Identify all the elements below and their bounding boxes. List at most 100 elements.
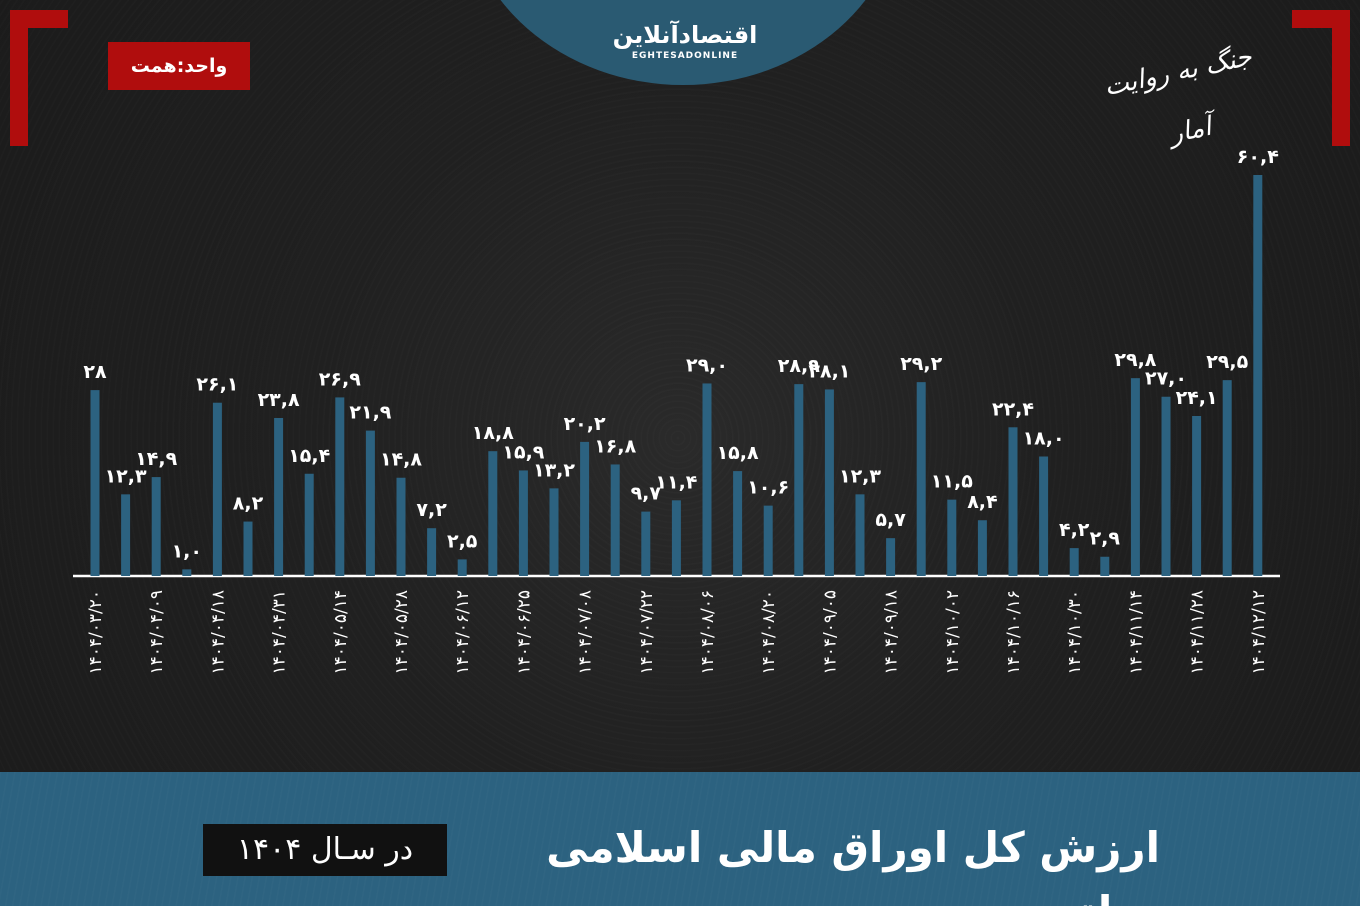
bar-value-label: ۲۹,۸ xyxy=(1114,349,1156,371)
x-tick-label: ۱۴۰۴/۱۱/۱۴ xyxy=(1126,590,1146,675)
bar-value-label: ۱۰,۶ xyxy=(747,477,789,499)
bar xyxy=(824,389,834,576)
bar xyxy=(1039,456,1049,576)
bar xyxy=(274,417,284,576)
bar xyxy=(396,477,406,576)
bar-value-label: ۵,۷ xyxy=(875,509,906,531)
bar xyxy=(733,471,743,576)
bar-value-label: ۴,۲ xyxy=(1059,519,1090,541)
bar xyxy=(947,499,957,576)
bar-value-label: ۲۱,۹ xyxy=(349,402,391,424)
bar xyxy=(580,441,590,576)
bar xyxy=(916,382,926,576)
x-tick-label: ۱۴۰۴/۱۰/۰۲ xyxy=(943,590,963,675)
x-tick-label: ۱۴۰۴/۱۱/۲۸ xyxy=(1188,590,1208,675)
bar xyxy=(886,538,896,576)
bar-value-label: ۲۸ xyxy=(83,361,107,383)
bar-value-label: ۱,۰ xyxy=(172,540,202,562)
x-tick-label: ۱۴۰۴/۰۴/۱۸ xyxy=(208,590,228,675)
bar xyxy=(427,528,437,576)
corner-bracket-left xyxy=(10,10,68,146)
bar-value-label: ۲۳,۸ xyxy=(258,389,300,411)
bar-value-label: ۱۸,۸ xyxy=(472,422,514,444)
bar xyxy=(1008,427,1018,576)
x-tick-label: ۱۴۰۴/۰۴/۳۱ xyxy=(270,590,290,675)
bar-value-label: ۸,۴ xyxy=(967,491,997,513)
x-tick-label: ۱۴۰۴/۰۵/۲۸ xyxy=(392,590,412,675)
bar-value-label: ۲۶,۹ xyxy=(319,368,361,390)
bar-value-label: ۲,۹ xyxy=(1090,528,1121,550)
bar-value-label: ۱۳,۲ xyxy=(533,459,575,481)
bar xyxy=(641,511,651,576)
bar xyxy=(549,488,559,576)
x-tick-label: ۱۴۰۴/۰۹/۱۸ xyxy=(882,590,902,675)
bar xyxy=(243,521,253,576)
unit-badge: واحد:همت xyxy=(108,42,250,90)
bar-value-label: ۹,۷ xyxy=(631,483,662,505)
logo: اقتصادآنلاین EGHTESADONLINE xyxy=(600,20,770,68)
x-tick-label: ۱۴۰۴/۰۶/۲۵ xyxy=(514,590,534,675)
bar xyxy=(182,569,192,576)
bar xyxy=(1130,378,1140,576)
x-tick-label: ۱۴۰۴/۱۲/۱۲ xyxy=(1249,590,1269,675)
bar-value-label: ۲۷,۰ xyxy=(1145,368,1187,390)
bar-value-label: ۱۱,۴ xyxy=(655,471,697,493)
bar xyxy=(488,451,498,576)
bar xyxy=(763,505,773,576)
logo-sub-text: EGHTESADONLINE xyxy=(631,51,739,61)
x-tick-label: ۱۴۰۴/۰۴/۰۹ xyxy=(147,590,167,675)
year-label: در سـال ۱۴۰۴ xyxy=(203,824,447,876)
bar xyxy=(1253,175,1263,576)
bar xyxy=(702,383,712,576)
bar xyxy=(794,384,804,576)
bar-value-label: ۱۸,۰ xyxy=(1023,427,1065,449)
x-tick-label: ۱۴۰۴/۰۷/۲۲ xyxy=(637,590,657,675)
bar-value-label: ۲۹,۵ xyxy=(1206,351,1248,373)
bar-value-label: ۱۴,۹ xyxy=(135,448,177,470)
x-tick-label: ۱۴۰۴/۱۰/۳۰ xyxy=(1065,590,1085,675)
x-tick-label: ۱۴۰۴/۰۸/۰۶ xyxy=(698,590,718,675)
bar xyxy=(977,520,987,576)
bar xyxy=(365,430,375,576)
bar xyxy=(1161,396,1171,576)
x-tick-label: ۱۴۰۴/۰۶/۱۲ xyxy=(453,590,473,675)
bar-value-label: ۲,۵ xyxy=(447,530,478,552)
x-tick-label: ۱۴۰۴/۰۳/۲۰ xyxy=(86,590,106,675)
bar xyxy=(1100,556,1110,576)
bar-value-label: ۲۶,۱ xyxy=(196,374,238,396)
bar xyxy=(335,397,345,576)
logo-main-text: اقتصادآنلاین xyxy=(612,21,758,49)
bar xyxy=(151,477,161,576)
x-tick-label: ۱۴۰۴/۰۸/۲۰ xyxy=(759,590,779,675)
corner-bracket-right xyxy=(1292,10,1350,146)
bar xyxy=(121,494,131,576)
bar-value-label: ۶۰,۴ xyxy=(1237,146,1279,168)
bar-value-label: ۲۲,۴ xyxy=(992,398,1034,420)
bar-value-label: ۲۹,۲ xyxy=(900,353,942,375)
bar xyxy=(855,494,865,576)
bar-value-label: ۲۰,۲ xyxy=(564,413,606,435)
bar-value-label: ۱۴,۸ xyxy=(380,449,422,471)
bar xyxy=(457,559,467,576)
bar xyxy=(610,464,620,576)
bar-value-label: ۲۴,۱ xyxy=(1176,387,1218,409)
bar-value-label: ۱۵,۴ xyxy=(288,445,330,467)
bar xyxy=(1222,380,1232,576)
x-tick-label: ۱۴۰۴/۱۰/۱۶ xyxy=(1004,590,1024,675)
bar-value-label: ۱۵,۹ xyxy=(502,441,544,463)
bar-value-label: ۱۱,۵ xyxy=(931,471,973,493)
bar-chart: ۲۸ ۱۴۰۴/۰۳/۲۰ ۱۲,۳ ۱۴,۹ ۱۴۰۴/۰۴/۰۹ ۱,۰ ۲۶,۱ ۱۴۰… xyxy=(73,146,1280,675)
bar-value-label: ۸,۲ xyxy=(233,493,264,515)
x-tick-label: ۱۴۰۴/۰۵/۱۴ xyxy=(331,590,351,675)
bar-value-label: ۱۲,۳ xyxy=(839,465,881,487)
bar-value-label: ۲۹,۰ xyxy=(686,354,728,376)
bar-value-label: ۲۸,۹ xyxy=(778,355,820,377)
bar xyxy=(518,470,528,576)
bar-value-label: ۲۸,۱ xyxy=(808,360,850,382)
bar-value-label: ۷,۲ xyxy=(416,499,447,521)
bar-value-label: ۱۶,۸ xyxy=(594,435,636,457)
bar xyxy=(1069,548,1079,576)
chart-title: ارزش کل اوراق مالی اسلامی دولتی xyxy=(546,823,1160,906)
bar-value-label: ۱۵,۸ xyxy=(717,442,759,464)
